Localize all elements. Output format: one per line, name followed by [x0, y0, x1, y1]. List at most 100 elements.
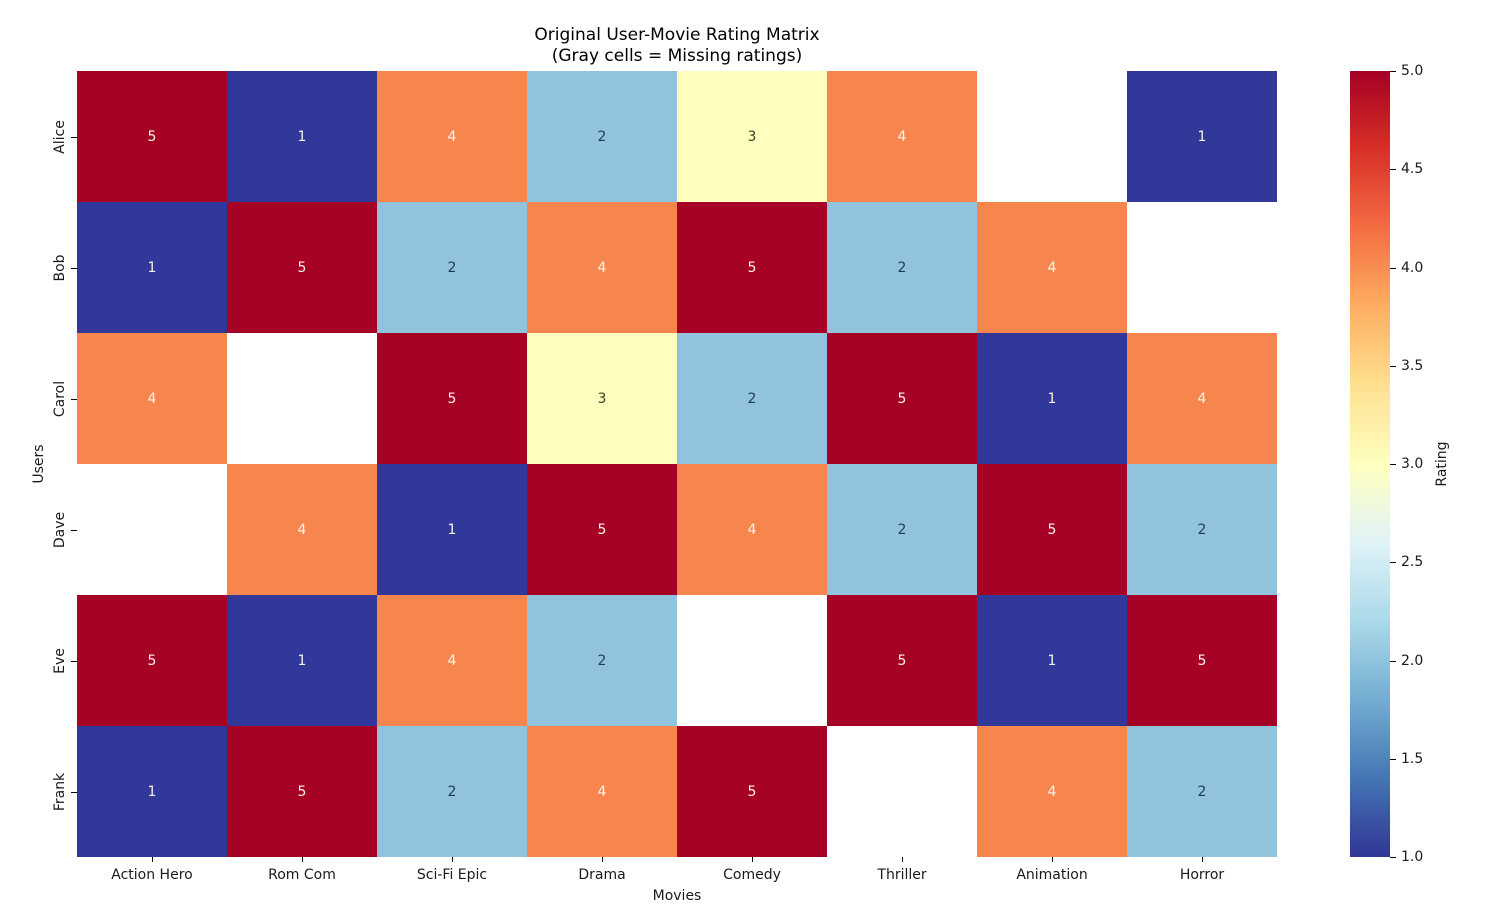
colorbar-tick-mark	[1390, 71, 1396, 72]
y-tick-label: Dave	[52, 511, 68, 548]
heatmap-cell: 5	[527, 464, 677, 595]
colorbar-tick-label: 2.0	[1401, 652, 1424, 669]
heatmap-cell: 1	[377, 464, 527, 595]
heatmap-cell: 2	[377, 726, 527, 857]
x-tick-label: Animation	[1016, 867, 1088, 883]
x-tick-label: Thriller	[877, 867, 927, 883]
heatmap-cell: 4	[977, 202, 1127, 333]
heatmap-cell-missing	[1127, 202, 1277, 333]
x-tick-mark	[602, 857, 603, 862]
heatmap-cell: 1	[227, 595, 377, 726]
heatmap-cell: 2	[1127, 726, 1277, 857]
heatmap-cell: 5	[77, 595, 227, 726]
x-tick-mark	[1202, 857, 1203, 862]
heatmap-cell: 4	[227, 464, 377, 595]
x-tick-mark	[302, 857, 303, 862]
colorbar-label: Rating	[1434, 441, 1450, 487]
x-tick-label: Sci-Fi Epic	[416, 867, 488, 883]
colorbar-tick-mark	[1390, 267, 1396, 269]
colorbar-tick-label: 1.5	[1401, 750, 1424, 767]
heatmap-cell: 4	[977, 726, 1127, 857]
chart-title: Original User-Movie Rating Matrix	[534, 25, 820, 45]
heatmap-cell: 5	[377, 333, 527, 464]
heatmap-cell: 1	[1127, 71, 1277, 202]
heatmap-cell: 5	[677, 202, 827, 333]
x-tick-label: Action Hero	[111, 867, 193, 883]
colorbar-tick-label: 4.5	[1401, 161, 1424, 178]
heatmap-cell: 4	[77, 333, 227, 464]
y-tick-label: Bob	[52, 253, 68, 282]
heatmap-cell: 5	[227, 726, 377, 857]
x-tick-mark	[752, 857, 753, 862]
heatmap-cell-missing	[77, 464, 227, 595]
x-tick-label: Drama	[578, 867, 626, 883]
x-tick-mark	[902, 857, 903, 862]
heatmap-cell: 3	[677, 71, 827, 202]
heatmap-cell: 4	[527, 202, 677, 333]
heatmap-cell: 5	[1127, 595, 1277, 726]
x-tick-label: Rom Com	[268, 867, 336, 883]
heatmap-cell: 4	[1127, 333, 1277, 464]
colorbar-tick-label: 1.0	[1401, 849, 1424, 865]
y-tick-label: Carol	[52, 380, 68, 417]
colorbar-tick-mark	[1390, 562, 1396, 564]
y-tick-mark	[71, 267, 77, 269]
heatmap-cell: 2	[827, 202, 977, 333]
heatmap-cell: 2	[827, 464, 977, 595]
colorbar-tick-label: 3.5	[1401, 357, 1424, 374]
y-tick-mark	[71, 136, 77, 138]
heatmap-cell: 4	[827, 71, 977, 202]
heatmap-cell: 1	[227, 71, 377, 202]
heatmap-cell-missing	[977, 71, 1127, 202]
heatmap-cell: 1	[977, 333, 1127, 464]
heatmap-cell: 2	[527, 595, 677, 726]
chart-subtitle: (Gray cells = Missing ratings)	[551, 46, 803, 66]
y-axis-label: Users	[31, 444, 47, 484]
x-tick-label: Horror	[1179, 867, 1225, 883]
heatmap-cell: 2	[377, 202, 527, 333]
heatmap-cell: 5	[827, 595, 977, 726]
heatmap-cell: 4	[377, 71, 527, 202]
colorbar-tick-mark	[1390, 660, 1396, 662]
heatmap-cell: 4	[527, 726, 677, 857]
x-tick-label: Comedy	[723, 867, 781, 883]
heatmap-cell: 5	[77, 71, 227, 202]
colorbar-tick-mark	[1390, 365, 1396, 367]
y-tick-label: Alice	[52, 119, 68, 154]
heatmap-cell: 4	[677, 464, 827, 595]
y-tick-label: Eve	[52, 647, 68, 674]
y-tick-mark	[71, 529, 77, 531]
colorbar-tick-mark	[1390, 857, 1396, 858]
heatmap-cell: 5	[827, 333, 977, 464]
colorbar-tick-mark	[1390, 464, 1396, 465]
x-tick-mark	[452, 857, 453, 862]
colorbar	[1350, 71, 1390, 857]
heatmap-cell: 1	[77, 726, 227, 857]
heatmap-cell: 2	[527, 71, 677, 202]
heatmap-cell: 5	[977, 464, 1127, 595]
x-tick-mark	[1052, 857, 1053, 862]
heatmap-cell-missing	[827, 726, 977, 857]
heatmap-cell: 3	[527, 333, 677, 464]
heatmap-cell: 4	[377, 595, 527, 726]
y-tick-mark	[71, 398, 77, 400]
x-tick-mark	[152, 857, 153, 862]
colorbar-tick-label: 2.5	[1401, 554, 1424, 571]
heatmap-cell: 2	[1127, 464, 1277, 595]
heatmap-cell: 1	[77, 202, 227, 333]
heatmap-cell-missing	[677, 595, 827, 726]
colorbar-tick-label: 5.0	[1401, 63, 1424, 79]
heatmap-cell-missing	[227, 333, 377, 464]
heatmap-cell: 1	[977, 595, 1127, 726]
heatmap-cell: 2	[677, 333, 827, 464]
x-axis-label: Movies	[652, 888, 702, 904]
y-tick-mark	[71, 660, 77, 662]
colorbar-tick-mark	[1390, 169, 1396, 171]
heatmap-cell: 5	[677, 726, 827, 857]
heatmap-cell: 5	[227, 202, 377, 333]
y-tick-label: Frank	[52, 772, 68, 811]
y-tick-mark	[71, 791, 77, 793]
colorbar-tick-mark	[1390, 758, 1396, 760]
